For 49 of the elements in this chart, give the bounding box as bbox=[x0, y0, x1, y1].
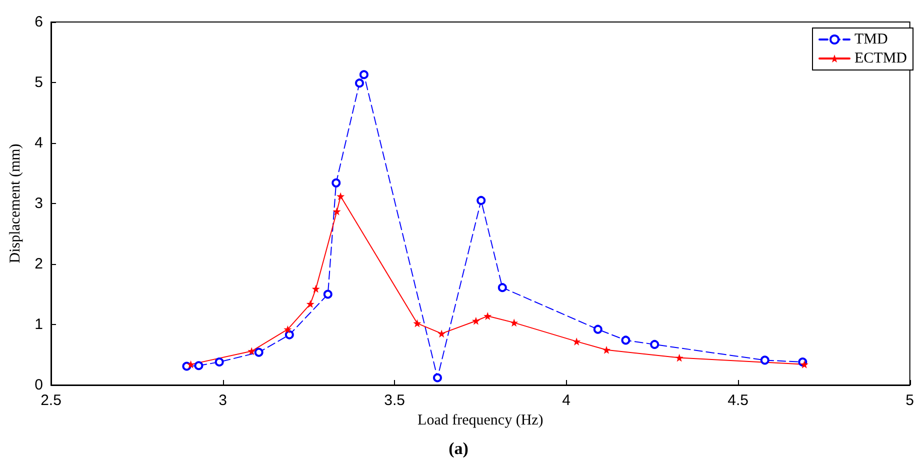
point bbox=[284, 325, 292, 334]
y-tick-label: 3 bbox=[34, 195, 43, 212]
point bbox=[476, 196, 486, 205]
point bbox=[312, 284, 320, 293]
point bbox=[332, 207, 341, 216]
y-tick-label: 4 bbox=[34, 134, 43, 152]
x-axis-title: Load frequency (Hz) bbox=[418, 412, 544, 428]
y-tick-label: 5 bbox=[34, 74, 43, 91]
point bbox=[593, 324, 602, 334]
legend-label: ECTMD bbox=[854, 50, 908, 66]
x-tick-label: 2.5 bbox=[40, 392, 62, 409]
point bbox=[484, 312, 492, 320]
point bbox=[186, 360, 195, 368]
y-tick-label: 2 bbox=[34, 256, 43, 272]
point bbox=[194, 361, 204, 370]
point bbox=[472, 316, 480, 325]
point bbox=[621, 336, 630, 345]
y-tick-label: 1 bbox=[34, 316, 43, 333]
point bbox=[323, 290, 332, 299]
point bbox=[432, 373, 442, 382]
point bbox=[650, 340, 660, 349]
point bbox=[214, 358, 224, 367]
x-tick-label: 4.5 bbox=[728, 392, 748, 409]
point bbox=[355, 78, 364, 88]
x-tick-label: 3.5 bbox=[384, 392, 405, 409]
y-tick-label: 0 bbox=[34, 376, 43, 394]
text: (a) bbox=[448, 439, 468, 458]
point bbox=[572, 337, 581, 346]
point bbox=[498, 283, 507, 292]
point bbox=[413, 319, 422, 328]
point bbox=[438, 330, 446, 338]
point bbox=[800, 360, 808, 368]
point bbox=[248, 347, 256, 356]
point bbox=[510, 318, 518, 327]
x-tick-label: 4 bbox=[562, 392, 570, 409]
point bbox=[254, 348, 264, 357]
point bbox=[359, 70, 368, 80]
point bbox=[336, 192, 345, 200]
point bbox=[306, 300, 314, 308]
point bbox=[602, 346, 610, 354]
x-tick-label: 5 bbox=[906, 392, 914, 409]
x-tick-label: 3 bbox=[218, 392, 227, 409]
y-axis-title: Displacement (mm) bbox=[8, 144, 24, 264]
legend-label: TMD bbox=[854, 32, 888, 48]
point bbox=[760, 356, 770, 365]
point bbox=[675, 354, 684, 362]
point bbox=[284, 330, 294, 340]
y-tick-label: 6 bbox=[34, 14, 43, 30]
point bbox=[332, 178, 341, 188]
